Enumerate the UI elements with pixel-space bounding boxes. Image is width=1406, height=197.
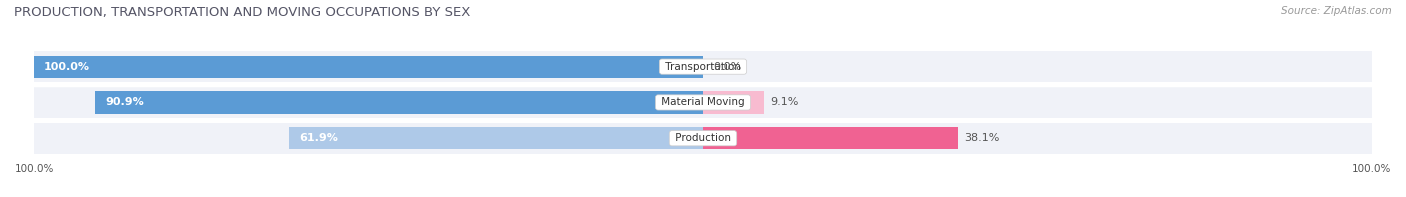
Bar: [34, 87, 1372, 118]
Text: 61.9%: 61.9%: [299, 133, 337, 143]
Text: Material Moving: Material Moving: [658, 98, 748, 107]
Text: 38.1%: 38.1%: [965, 133, 1000, 143]
Bar: [703, 91, 763, 113]
Text: Production: Production: [672, 133, 734, 143]
Bar: [703, 127, 957, 149]
Bar: [34, 56, 703, 78]
Bar: [34, 123, 1372, 154]
Text: 90.9%: 90.9%: [105, 98, 143, 107]
Text: PRODUCTION, TRANSPORTATION AND MOVING OCCUPATIONS BY SEX: PRODUCTION, TRANSPORTATION AND MOVING OC…: [14, 6, 471, 19]
Bar: [96, 91, 703, 113]
Text: 0.0%: 0.0%: [713, 62, 741, 72]
Text: Source: ZipAtlas.com: Source: ZipAtlas.com: [1281, 6, 1392, 16]
Text: 9.1%: 9.1%: [770, 98, 799, 107]
Text: 100.0%: 100.0%: [44, 62, 90, 72]
Bar: [34, 51, 1372, 82]
Bar: [290, 127, 703, 149]
Text: Transportation: Transportation: [662, 62, 744, 72]
